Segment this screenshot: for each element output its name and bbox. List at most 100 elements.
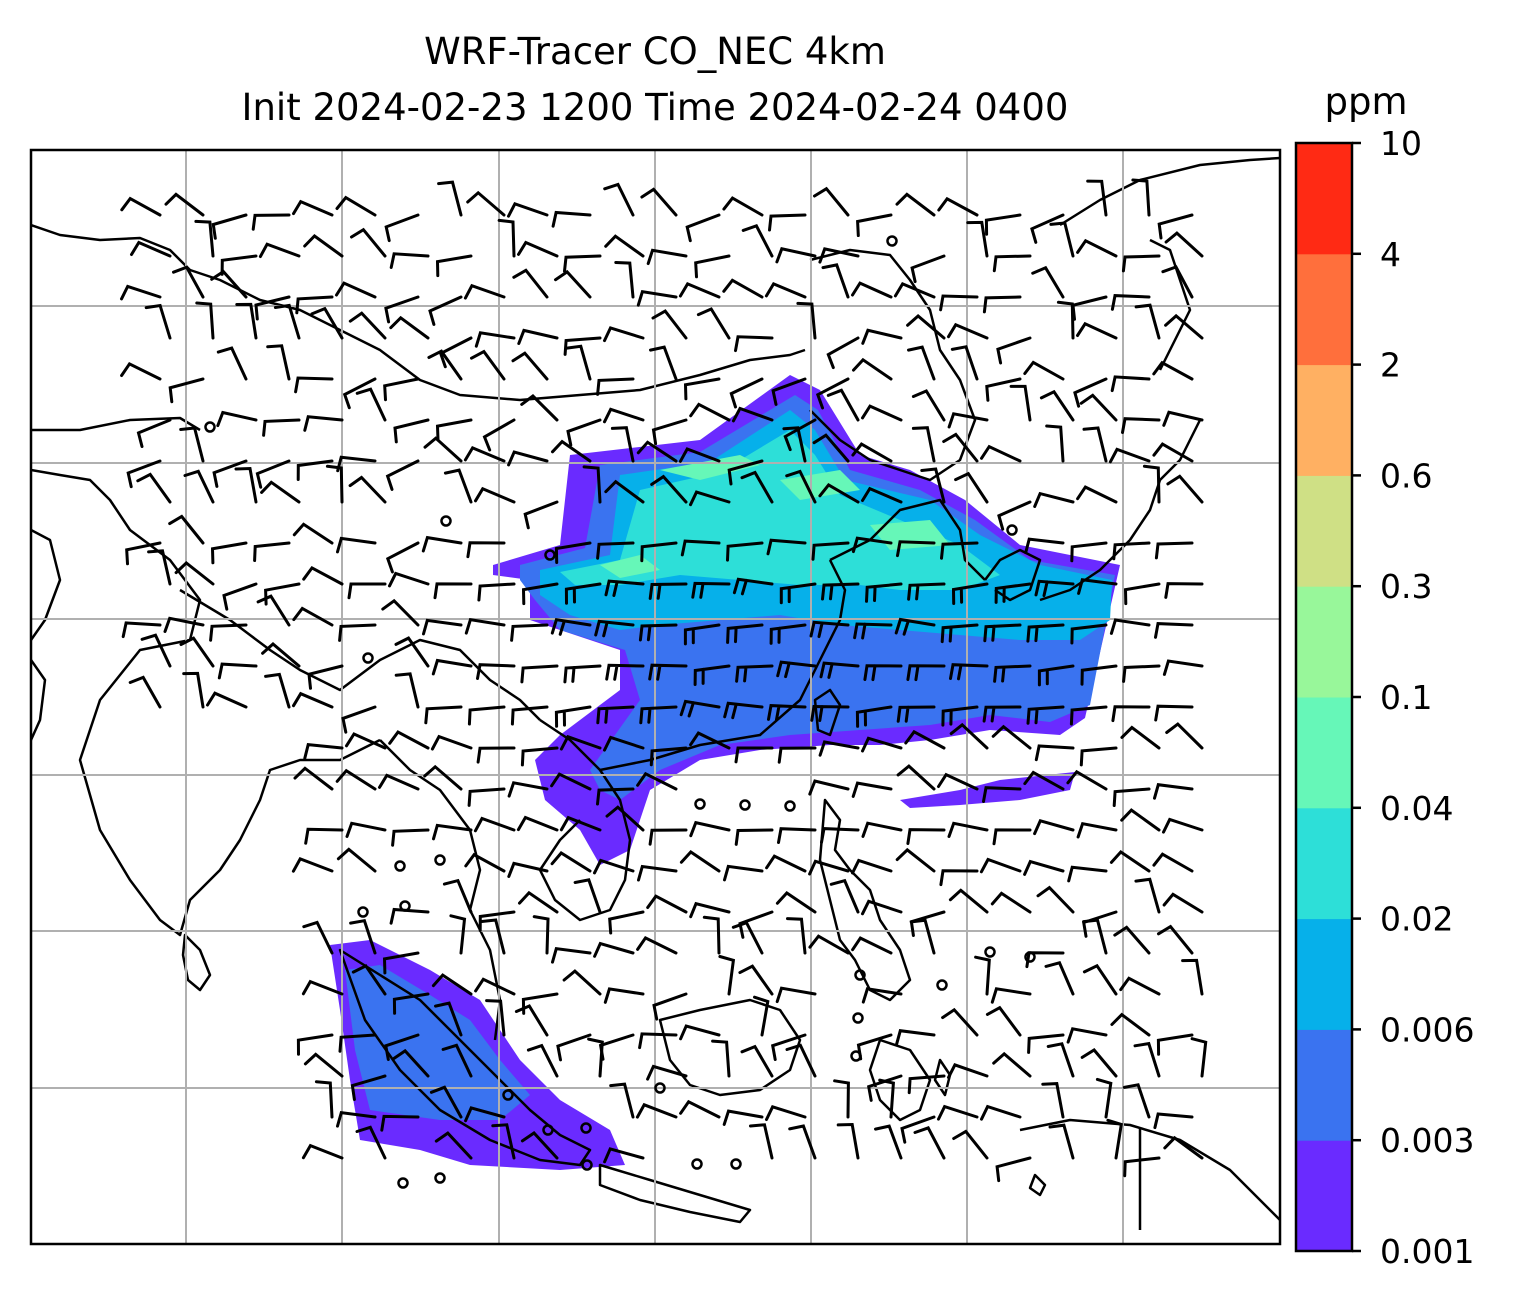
wind-barb [423,436,463,463]
wind-barb [551,946,592,964]
calm-wind-marker [542,1124,554,1136]
wind-barb [1077,578,1118,595]
wind-barb [982,295,1022,314]
wind-barb [168,514,205,545]
wind-barb [209,623,248,642]
wind-barb [636,771,678,791]
wind-barb [348,311,387,340]
wind-barb [861,736,903,753]
wind-barb [966,220,989,258]
wind-barb [605,805,645,832]
wind-barb [907,345,936,381]
wind-barb [1163,1135,1204,1160]
wind-barb [566,418,602,447]
wind-barb [753,995,770,1037]
calm-wind-marker [204,421,216,433]
wind-barb [210,541,248,565]
wind-barb [507,450,549,467]
wind-barb [726,541,764,562]
colorbar-segment [1296,807,1352,920]
wind-barb [718,955,736,996]
wind-barb [726,623,764,644]
wind-barb [947,412,989,429]
wind-barb [428,295,463,326]
colorbar-unit-label: ppm [1324,80,1408,123]
wind-barb [829,878,860,914]
colorbar-segment [1296,697,1352,809]
wind-barb [168,377,205,404]
wind-barb [818,740,860,757]
wind-barb [164,192,205,217]
wind-barb [1110,1012,1151,1037]
wind-barb [394,672,420,709]
wind-barb [1076,821,1118,839]
wind-barb [639,705,678,725]
wind-barb [550,772,592,791]
wind-barb [635,1102,678,1119]
wind-barb [194,219,215,258]
wind-barb [679,1024,721,1041]
wind-barb [734,746,774,764]
wind-barb [559,734,602,751]
wind-barb [485,999,506,1037]
wind-barb [895,1029,936,1046]
wind-barb [722,196,764,217]
colorbar-segment [1296,364,1352,476]
wind-barb [1027,1033,1065,1054]
wind-barb [296,459,334,481]
wind-barb [140,633,172,668]
wind-barb [303,742,344,760]
calm-wind-marker [852,1012,864,1024]
wind-barb [683,377,721,401]
wind-barb [1110,294,1151,311]
wind-barb [422,618,463,636]
wind-barb [996,336,1032,365]
wind-barb [441,1043,473,1078]
wind-barb [852,357,893,381]
wind-barb [878,1078,895,1119]
wind-barb [437,180,463,217]
wind-barb [438,336,473,369]
wind-barb [491,1123,516,1160]
wind-barb [449,914,467,955]
wind-barb [680,539,721,557]
wind-barb [1080,664,1118,686]
colorbar-tick-label: 0.3 [1380,567,1432,606]
wind-barb [342,377,377,410]
wind-barb [435,254,473,278]
calm-wind-marker [691,1158,703,1170]
wind-barb [609,1082,635,1119]
wind-barb [222,582,258,611]
wind-barb [637,864,678,882]
wind-barb [990,891,1032,914]
wind-barb [749,1123,774,1160]
wind-barb [947,1063,989,1079]
wind-barb [302,565,344,586]
wind-barb [474,331,516,348]
wind-barb [1112,787,1151,807]
calm-wind-marker [580,1122,592,1134]
wind-barb [767,704,807,722]
wind-barb [678,447,721,463]
wind-barb [833,1079,850,1119]
wind-barb [1157,213,1194,240]
wind-barb [1106,1118,1123,1160]
wind-barb [732,577,774,596]
wind-barb [1036,885,1075,914]
wind-barb [911,426,936,463]
wind-barb [650,474,688,504]
wind-barb [512,268,549,299]
wind-barb [1076,238,1118,258]
wind-barb [851,936,893,955]
wind-barb [314,1080,334,1119]
wind-barb [818,247,860,264]
wind-barb [982,705,1022,723]
wind-barb [507,781,549,798]
calm-wind-marker [394,860,406,872]
wind-barb [389,252,430,269]
wind-barb [466,541,506,559]
wind-barb [464,852,506,873]
wind-barb [937,1104,979,1121]
wind-barb [1041,1082,1065,1119]
wind-barb [463,446,506,463]
